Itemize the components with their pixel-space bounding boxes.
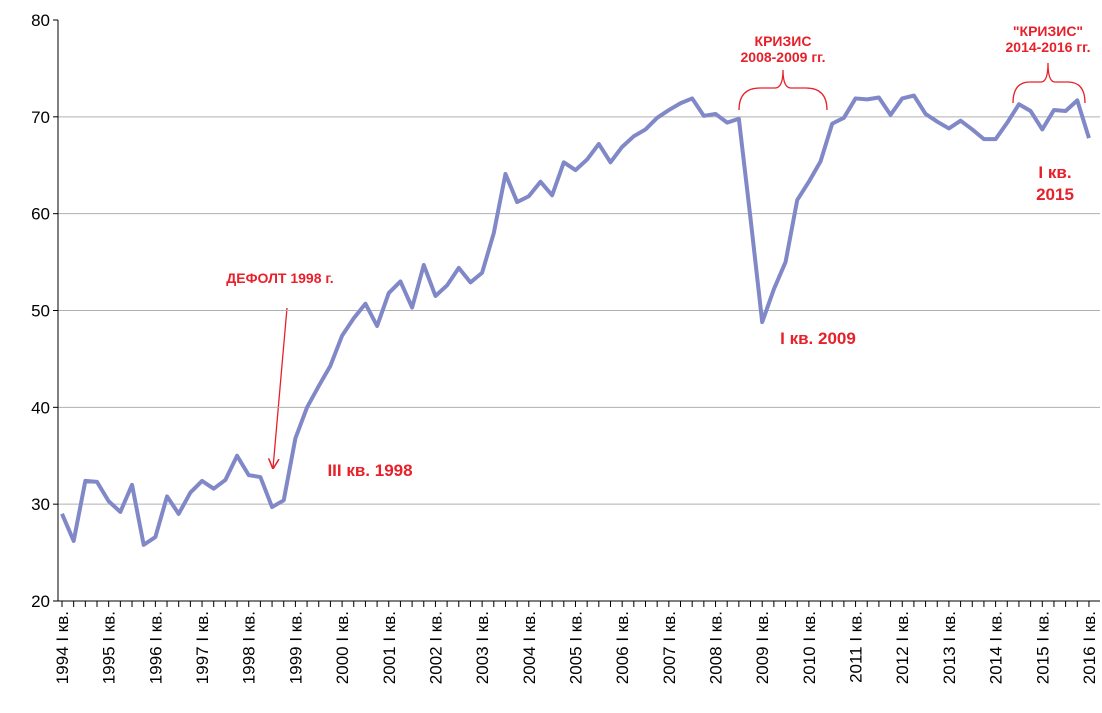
annotation: III кв. 1998: [327, 461, 412, 480]
x-tick-label: 1995 I кв.: [100, 611, 119, 684]
x-tick-label: 2007 I кв.: [660, 611, 679, 684]
x-tick-label: 1996 I кв.: [146, 611, 165, 684]
y-tick-label: 80: [31, 11, 50, 30]
x-tick-label: 2001 I кв.: [380, 611, 399, 684]
x-tick-label: 2015 I кв.: [1033, 611, 1052, 684]
annotation: 2008-2009 гг.: [741, 49, 826, 65]
default-arrow: [273, 307, 288, 468]
x-tick-label: 2008 I кв.: [707, 611, 726, 684]
x-tick-label: 2006 I кв.: [613, 611, 632, 684]
annotation: 2014-2016 гг.: [1006, 39, 1091, 55]
x-tick-label: 1994 I кв.: [53, 611, 72, 684]
data-line: [60, 93, 1091, 547]
y-tick-label: 20: [31, 592, 50, 611]
annotation: КРИЗИС: [755, 33, 812, 49]
x-tick-label: 1998 I кв.: [240, 611, 259, 684]
annotation: I кв.: [1038, 163, 1071, 182]
x-tick-label: 2005 I кв.: [566, 611, 585, 684]
x-tick-label: 2003 I кв.: [473, 611, 492, 684]
x-tick-label: 2014 I кв.: [987, 611, 1006, 684]
x-tick-label: 2004 I кв.: [520, 611, 539, 684]
x-tick-label: 2010 I кв.: [800, 611, 819, 684]
x-tick-label: 1999 I кв.: [286, 611, 305, 684]
x-tick-label: 2000 I кв.: [333, 611, 352, 684]
crisis-brace-2008: [738, 69, 828, 111]
crisis-brace-2014: [1012, 62, 1086, 104]
x-tick-label: 2013 I кв.: [940, 611, 959, 684]
x-tick-label: 2009 I кв.: [753, 611, 772, 684]
annotation: ДЕФОЛТ 1998 г.: [226, 270, 333, 286]
annotation: "КРИЗИС": [1013, 23, 1083, 39]
x-tick-label: 2016 I кв.: [1080, 611, 1099, 684]
y-tick-label: 50: [31, 302, 50, 321]
y-tick-label: 30: [31, 495, 50, 514]
x-tick-label: 2012 I кв.: [893, 611, 912, 684]
y-tick-label: 70: [31, 108, 50, 127]
y-tick-label: 60: [31, 205, 50, 224]
y-tick-label: 40: [31, 398, 50, 417]
annotation: 2015: [1036, 185, 1074, 204]
annotation: I кв. 2009: [780, 329, 856, 348]
x-tick-label: 2011 I кв.: [847, 611, 866, 683]
x-tick-label: 1997 I кв.: [193, 611, 212, 684]
x-tick-label: 2002 I кв.: [426, 611, 445, 684]
